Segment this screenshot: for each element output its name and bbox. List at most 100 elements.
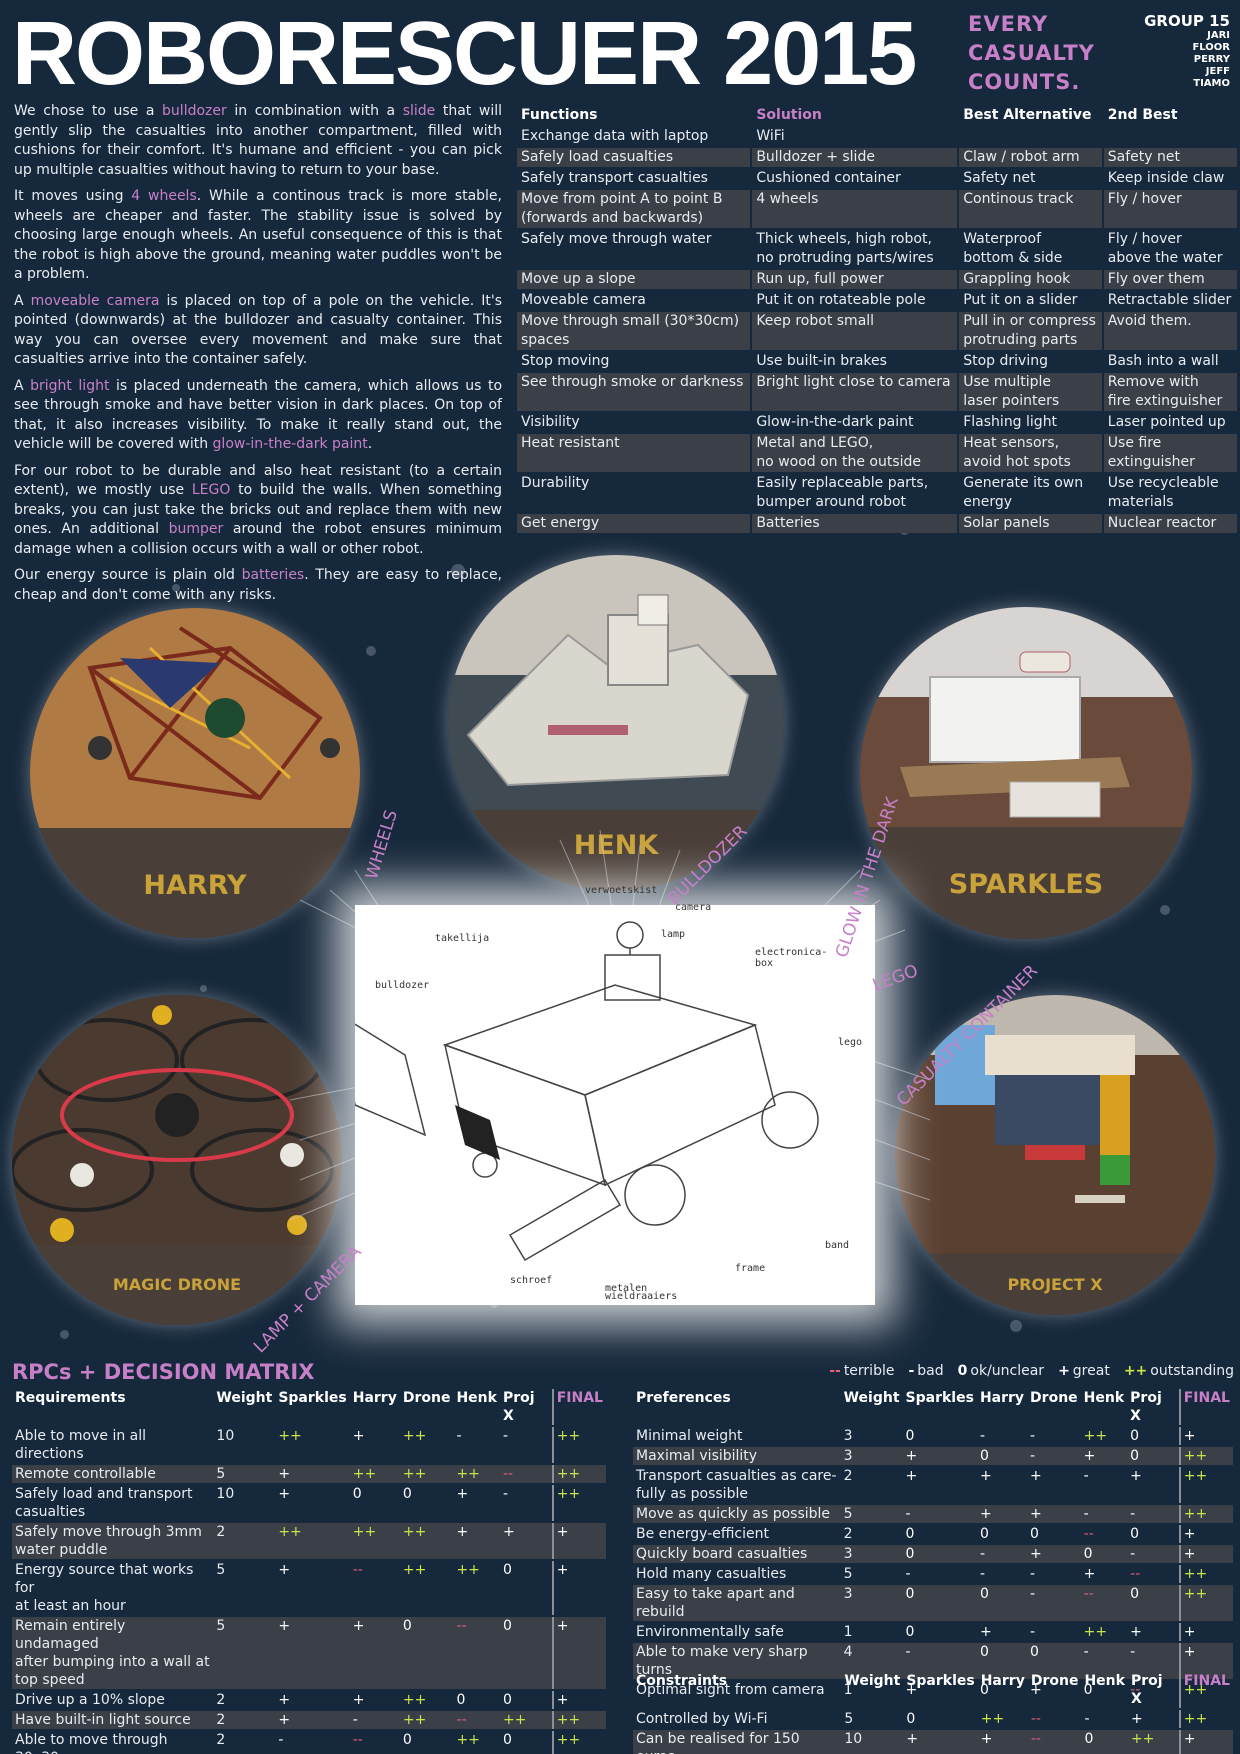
rating: ++ bbox=[275, 1523, 350, 1559]
rating: ++ bbox=[551, 1731, 606, 1754]
matrix-header: Henk bbox=[456, 1390, 497, 1406]
table-cell: Safety net bbox=[1101, 148, 1237, 167]
rating: ++ bbox=[399, 1711, 454, 1729]
rating: 0 bbox=[905, 1624, 915, 1640]
rating: 0 bbox=[1130, 1428, 1140, 1444]
rating: - bbox=[1080, 1505, 1128, 1523]
matrix-row: Able to make very sharp turns 4-0 0- - + bbox=[633, 1643, 1233, 1679]
rating: + bbox=[1178, 1623, 1233, 1641]
matrix-header: Sparkles bbox=[905, 1390, 974, 1406]
weight: 2 bbox=[216, 1692, 226, 1708]
weight: 5 bbox=[213, 1617, 276, 1689]
table-cell: Pull in or compress protruding parts bbox=[957, 312, 1102, 350]
legend-symbol: - bbox=[908, 1363, 915, 1379]
table-cell: Put it on a slider bbox=[957, 291, 1102, 310]
table-cell: See through smoke or darkness bbox=[517, 373, 751, 411]
table-cell: Waterproof bottom & side bbox=[957, 230, 1102, 268]
rating: + bbox=[902, 1447, 977, 1465]
rating: ++ bbox=[1083, 1624, 1108, 1640]
rating: -- bbox=[1027, 1730, 1082, 1754]
matrix-row: Be energy-efficient 2 0 0 0 -- 0 + bbox=[633, 1525, 1233, 1543]
highlight-term: 4 wheels bbox=[131, 188, 197, 204]
rating: - bbox=[979, 1428, 985, 1444]
rating: + bbox=[977, 1730, 1028, 1754]
matrix-header: Requirements bbox=[15, 1390, 126, 1406]
table-cell: Continous track bbox=[957, 190, 1102, 228]
table-cell: Easily replaceable parts, bumper around r… bbox=[750, 474, 957, 512]
highlight-term: bumper bbox=[168, 521, 224, 537]
henk-photo bbox=[448, 555, 784, 810]
group-info: GROUP 15 JARI FLOOR PERRY JEFF TIAMO bbox=[1144, 12, 1230, 90]
rating: - bbox=[1080, 1643, 1128, 1679]
matrix-header: Harry bbox=[979, 1390, 1025, 1406]
table-cell: Use recycleable materials bbox=[1101, 474, 1237, 512]
rating: - bbox=[976, 1545, 1028, 1563]
sketch-label: verwoetskist bbox=[585, 885, 658, 896]
rating: + bbox=[1178, 1730, 1233, 1754]
rating: + bbox=[976, 1505, 1028, 1523]
legend-symbol: ++ bbox=[1123, 1363, 1148, 1379]
rating: + bbox=[1178, 1525, 1233, 1543]
rating: - bbox=[905, 1566, 911, 1582]
rating: + bbox=[352, 1428, 365, 1444]
concept-name: PROJECT X bbox=[1007, 1275, 1103, 1294]
magic-drone-photo bbox=[12, 995, 342, 1245]
weight: 2 bbox=[843, 1526, 853, 1542]
rating: + bbox=[352, 1692, 365, 1708]
weight: 3 bbox=[840, 1545, 903, 1563]
weight: 4 bbox=[840, 1643, 903, 1679]
highlight-term: batteries bbox=[241, 567, 305, 583]
criterion: Maximal visibility bbox=[633, 1447, 841, 1465]
table-cell: Move up a slope bbox=[517, 270, 751, 289]
matrix-row: Easy to take apart and rebuild 3 0 0- -- 0 ++ bbox=[633, 1585, 1233, 1621]
intro-paragraph: Our energy source is plain old batteries… bbox=[14, 567, 503, 603]
criterion: Quickly board casualties bbox=[633, 1545, 841, 1563]
rating: ++ bbox=[399, 1465, 454, 1483]
legend-label: bad bbox=[917, 1363, 944, 1379]
rating: ++ bbox=[278, 1428, 302, 1444]
rating: 0 bbox=[1127, 1447, 1179, 1465]
rating: ++ bbox=[1178, 1585, 1233, 1621]
rating: + bbox=[1178, 1643, 1233, 1679]
table-cell: Metal and LEGO, no wood on the outside bbox=[750, 434, 958, 472]
rating: + bbox=[551, 1617, 606, 1689]
highlight-term: slide bbox=[402, 103, 436, 119]
weight: 1 bbox=[843, 1682, 853, 1698]
functions-header: Functions bbox=[521, 107, 598, 123]
concept-sparkles: SPARKLES bbox=[860, 607, 1192, 939]
intro-paragraph: It moves using 4 wheels. While a contino… bbox=[14, 188, 502, 282]
rating: + bbox=[275, 1617, 350, 1689]
table-cell: Batteries bbox=[750, 514, 958, 533]
rating: 0 bbox=[1127, 1585, 1179, 1621]
rating: ++ bbox=[1178, 1467, 1233, 1503]
table-cell: WiFi bbox=[750, 127, 957, 146]
weight: 2 bbox=[216, 1732, 226, 1748]
criterion: Able to move through30x30 cm spaces bbox=[15, 1732, 168, 1754]
sketch-label: bulldozer bbox=[375, 980, 430, 991]
intro-paragraph: A bright light is placed underneath the … bbox=[14, 377, 503, 453]
rating: + bbox=[275, 1711, 350, 1729]
criterion: Easy to take apart and rebuild bbox=[633, 1585, 841, 1621]
rating: ++ bbox=[402, 1428, 427, 1444]
criterion: Minimal weight bbox=[636, 1428, 743, 1444]
functions-header: Solution bbox=[750, 106, 957, 125]
rating: + bbox=[1030, 1682, 1042, 1698]
concept-henk: HENK bbox=[448, 555, 784, 891]
rating: + bbox=[905, 1682, 918, 1698]
rating: -- bbox=[1130, 1566, 1141, 1582]
rating: + bbox=[275, 1465, 350, 1483]
criterion: Optimal sight from camera bbox=[636, 1682, 825, 1698]
group-title: GROUP 15 bbox=[1144, 12, 1230, 30]
matrix-header: Weight bbox=[844, 1673, 901, 1689]
rating: - bbox=[1030, 1624, 1036, 1640]
matrix-row: Safely move through 3mm water puddle 2 ++ ++… bbox=[12, 1523, 606, 1559]
criterion: Drive up a 10% slope bbox=[15, 1692, 165, 1708]
rating: + bbox=[456, 1486, 469, 1502]
sketch-label: camera bbox=[675, 902, 712, 913]
table-row: Heat resistant Metal and LEGO, no wood on … bbox=[517, 434, 1237, 472]
table-cell: Get energy bbox=[517, 514, 751, 533]
weight: 2 bbox=[843, 1468, 853, 1484]
matrix-row: Safely load and transport casualties 10 +0 0… bbox=[12, 1485, 606, 1521]
rating: ++ bbox=[456, 1562, 480, 1578]
rating: 0 bbox=[499, 1617, 552, 1689]
